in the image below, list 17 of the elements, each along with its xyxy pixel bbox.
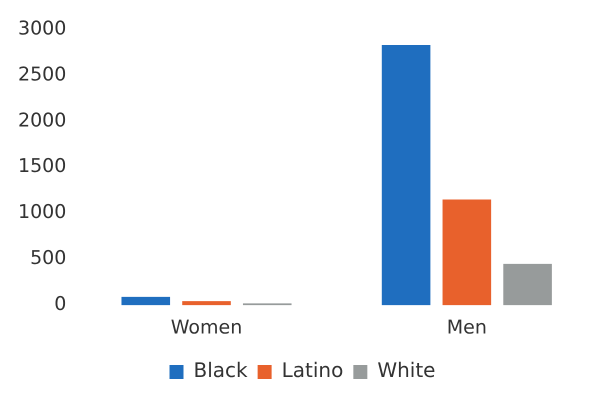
y-tick-label: 1500 xyxy=(18,155,66,178)
legend-label: Black xyxy=(194,358,248,382)
y-tick-label: 2500 xyxy=(18,63,66,86)
legend-label: White xyxy=(377,358,436,382)
x-tick-label: Men xyxy=(446,316,487,339)
x-tick-label: Women xyxy=(170,316,242,339)
y-tick-label: 3000 xyxy=(18,17,66,40)
y-tick-label: 1000 xyxy=(18,201,66,224)
legend-label: Latino xyxy=(282,358,344,382)
y-tick-label: 2000 xyxy=(18,109,66,132)
bar xyxy=(503,264,552,306)
y-tick-label: 500 xyxy=(30,247,66,270)
bar xyxy=(182,301,231,306)
bar xyxy=(121,296,170,306)
bar xyxy=(442,199,492,306)
bar xyxy=(382,45,430,306)
y-tick-label: 0 xyxy=(54,293,66,316)
